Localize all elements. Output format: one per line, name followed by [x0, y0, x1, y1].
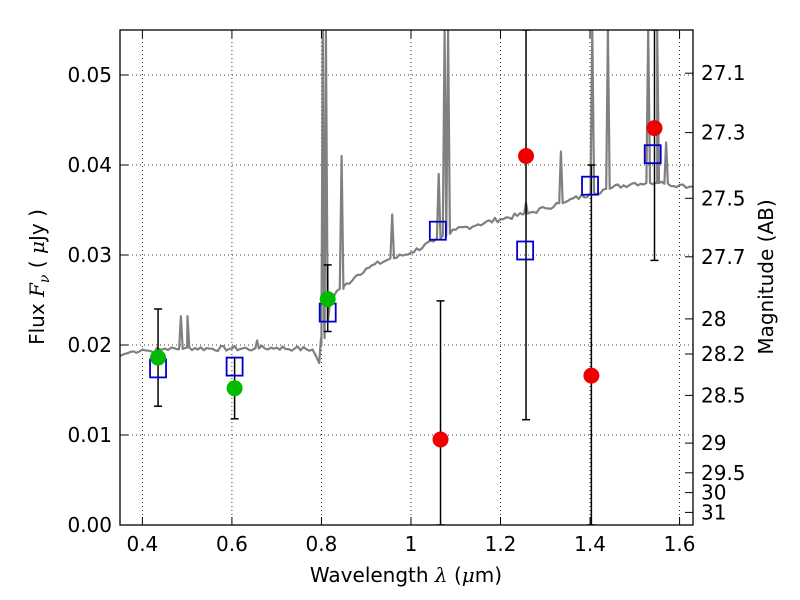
x-tick-label: 1.6: [664, 532, 696, 556]
y-right-tick-label: 28.2: [701, 342, 746, 366]
y-right-tick-label: 27.5: [701, 186, 746, 210]
y-right-tick-label: 31: [701, 500, 726, 524]
y-right-tick-label: 27.1: [701, 61, 746, 85]
y-right-tick-label: 29: [701, 431, 726, 455]
low-significance-point: [518, 148, 535, 164]
model-square-marker: [516, 240, 535, 261]
y-tick-label: 0.00: [67, 513, 112, 537]
model-square-marker: [225, 356, 244, 377]
detection-point: [319, 291, 336, 308]
detection-point: [226, 380, 243, 397]
plot-data: [120, 30, 693, 525]
detection-point: [150, 349, 167, 366]
x-tick-label: 0.6: [216, 532, 248, 556]
y-tick-label: 0.03: [67, 243, 112, 267]
y-right-tick-label: 28.5: [701, 383, 746, 407]
x-tick-label: 1.2: [485, 532, 517, 556]
y-right-tick-label: 28: [701, 307, 726, 331]
spectrum-line: [120, 30, 693, 365]
y-tick-label: 0.01: [67, 423, 112, 447]
y-tick-label: 0.05: [67, 63, 112, 87]
x-axis-label: Wavelength λ (μm): [310, 563, 502, 587]
model-square-marker: [581, 175, 599, 196]
y-axis-right-label: Magnitude (AB): [754, 199, 778, 354]
grid: [120, 30, 693, 526]
model-square-marker: [428, 220, 447, 241]
x-tick-label: 1: [405, 532, 418, 556]
x-tick-label: 0.8: [306, 532, 338, 556]
x-tick-label: 1.4: [574, 532, 606, 556]
y-right-tick-label: 30: [701, 481, 726, 505]
y-tick-label: 0.04: [67, 153, 112, 177]
y-right-tick-label: 27.7: [701, 245, 746, 269]
y-axis-label: Flux Fν ( μJy ): [25, 209, 53, 345]
y-tick-label: 0.02: [67, 333, 112, 357]
low-significance-point: [583, 367, 600, 384]
x-tick-label: 0.4: [126, 532, 158, 556]
model-square-marker: [643, 144, 662, 165]
low-significance-point: [646, 120, 663, 137]
ticks: 0.4 0.6 0.8 1 1.2 1.4 1.6 0.00 0.01 0.02 0.03 0.04 0…: [67, 30, 746, 556]
low-significance-point: [432, 431, 449, 448]
y-right-tick-label: 29.5: [701, 461, 746, 485]
plot-frame: [119, 29, 694, 526]
y-right-tick-label: 27.3: [701, 121, 746, 145]
